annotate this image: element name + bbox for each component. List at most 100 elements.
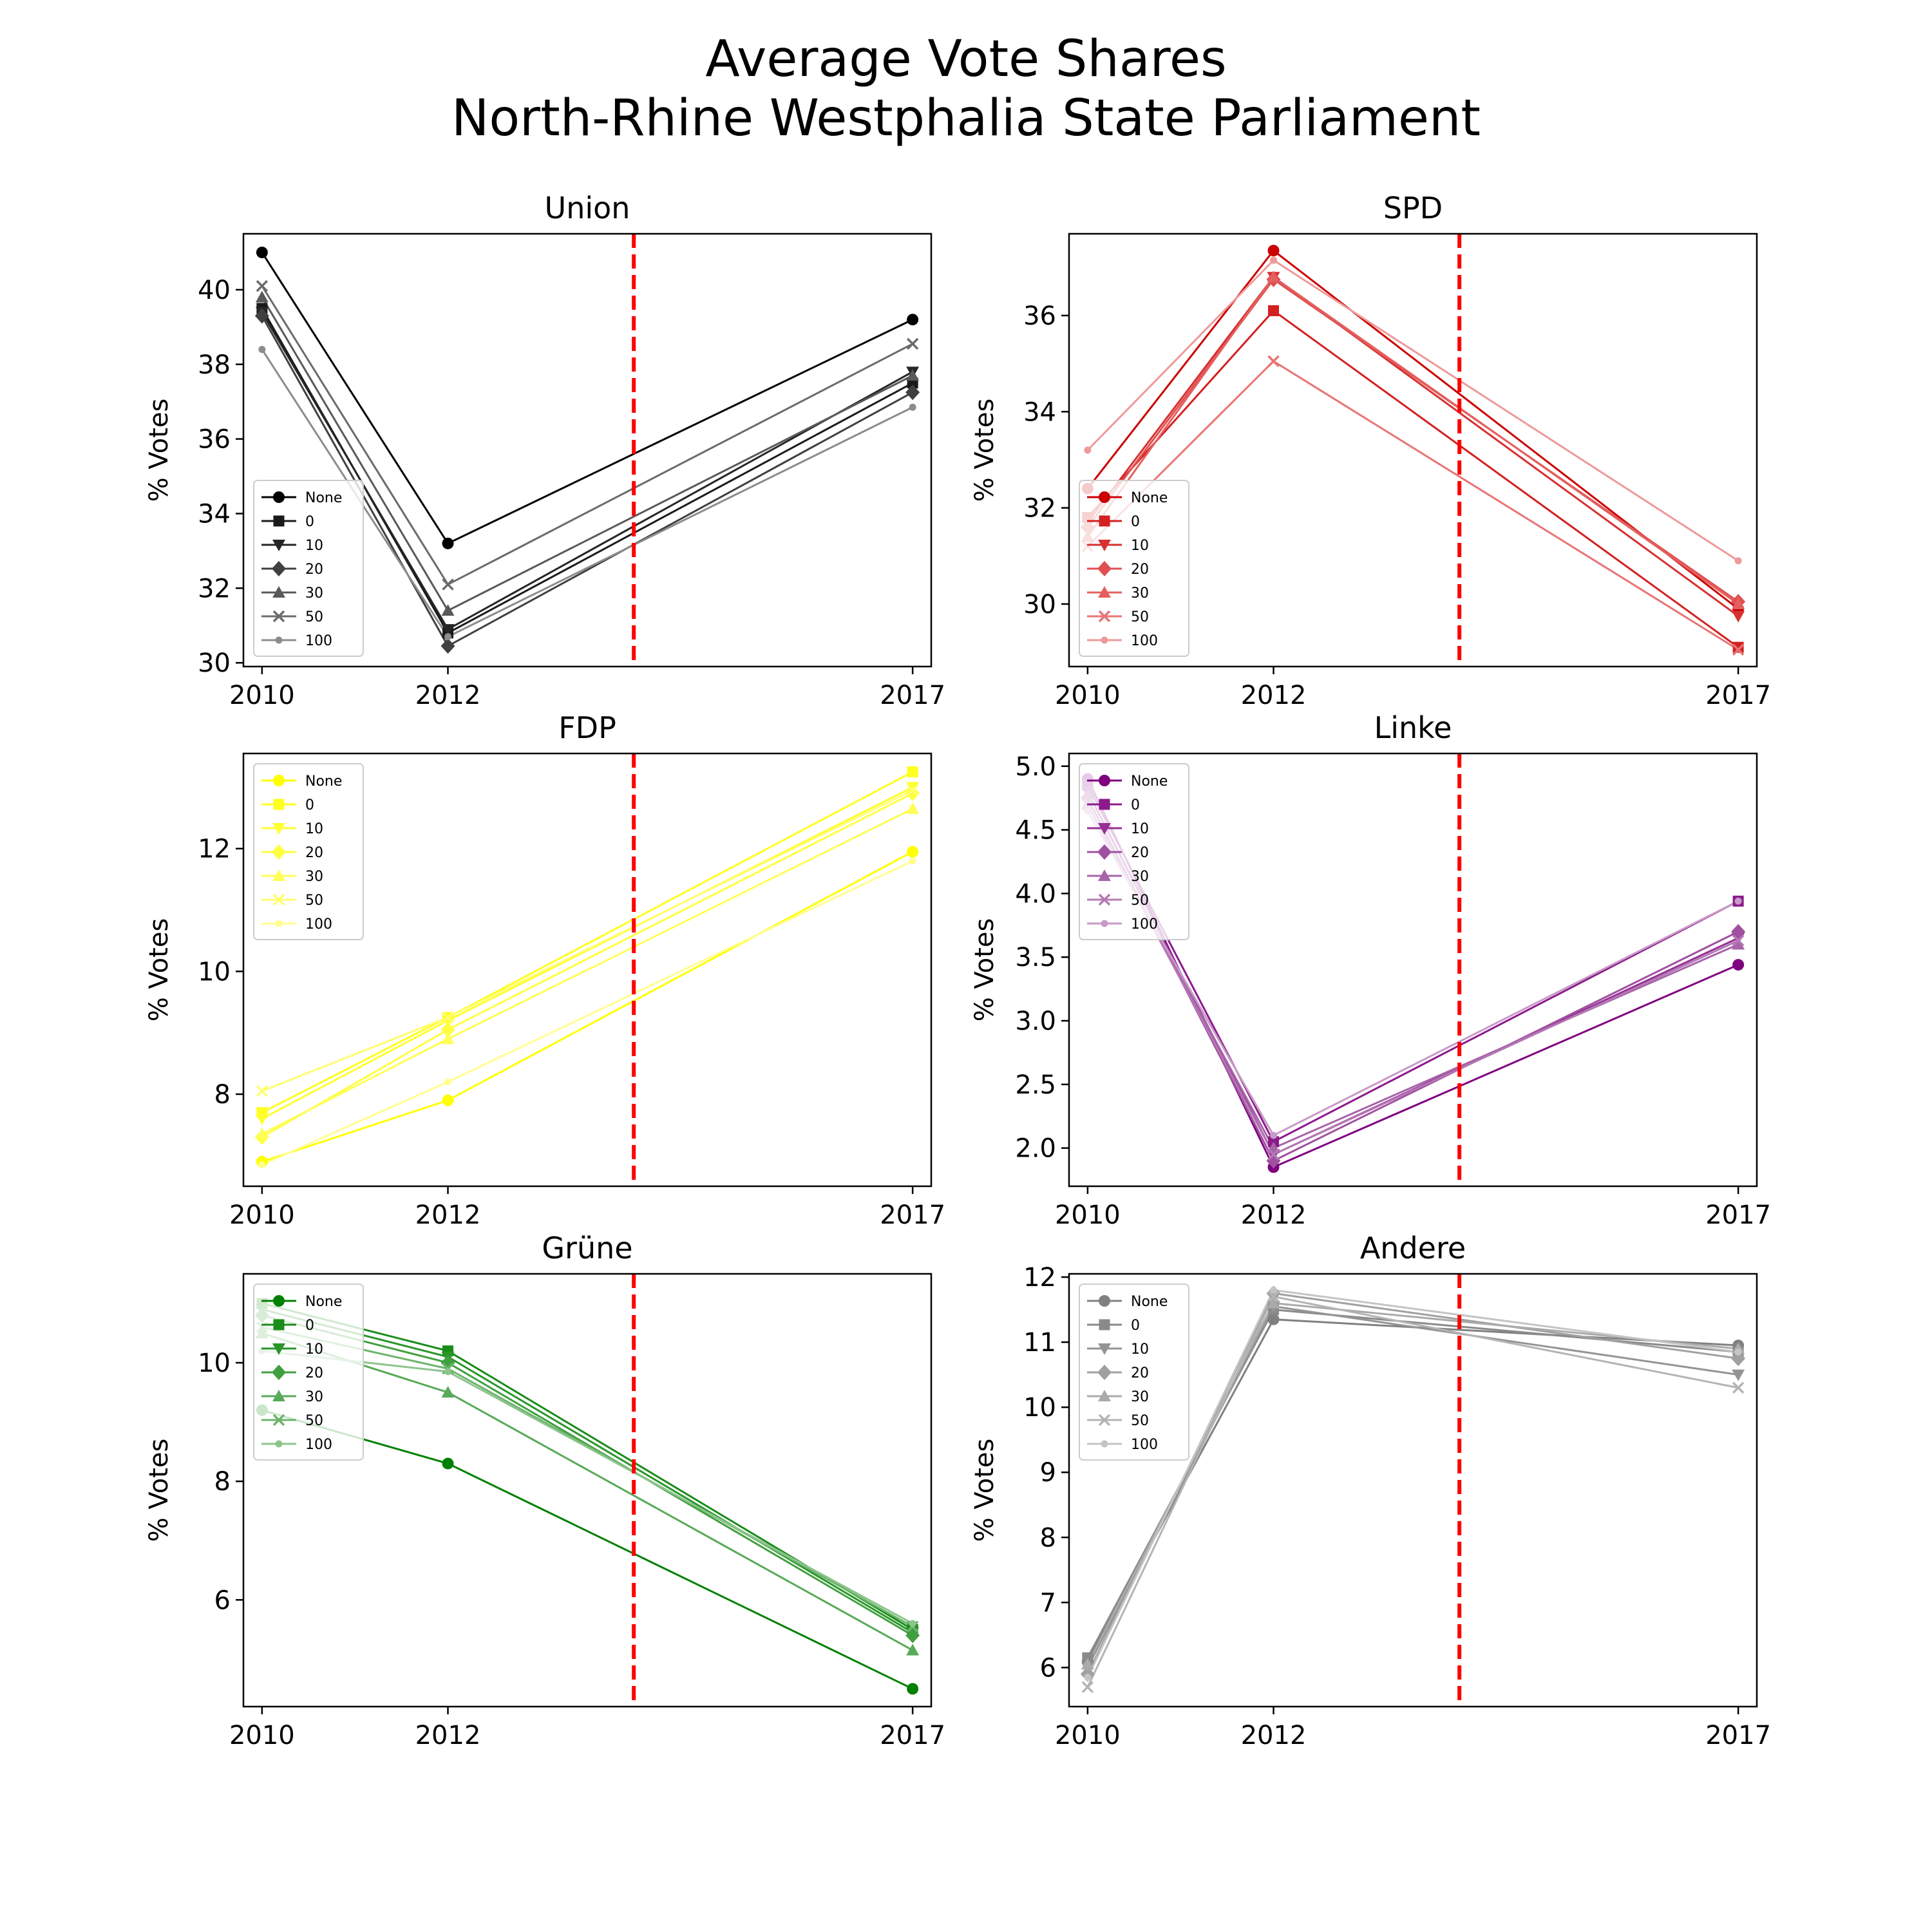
data-point-0 bbox=[1082, 1652, 1094, 1663]
legend-label: 100 bbox=[1131, 633, 1158, 649]
axes-frame bbox=[1068, 752, 1758, 1188]
data-point-100 bbox=[1734, 897, 1742, 905]
y-tick-label: 3.5 bbox=[1015, 943, 1056, 972]
data-point-30 bbox=[1732, 938, 1745, 950]
legend-label: 30 bbox=[305, 1389, 323, 1405]
y-tick-label: 9 bbox=[1040, 1458, 1056, 1488]
legend-label: 20 bbox=[305, 845, 323, 861]
axes-frame bbox=[242, 232, 933, 668]
legend-marker bbox=[272, 1390, 285, 1401]
data-point-none bbox=[442, 1457, 454, 1470]
legend-label: 50 bbox=[1131, 1413, 1149, 1429]
y-axis-label: % Votes bbox=[144, 1439, 174, 1542]
data-point-50 bbox=[1081, 1681, 1094, 1693]
data-point-30 bbox=[441, 1032, 455, 1045]
legend-marker bbox=[1098, 1390, 1111, 1401]
legend-marker bbox=[1099, 515, 1110, 527]
data-point-none bbox=[442, 1094, 454, 1106]
y-tick-label: 11 bbox=[1023, 1328, 1056, 1358]
legend-marker bbox=[1098, 1414, 1111, 1426]
legend-label: 0 bbox=[1131, 797, 1140, 813]
y-axis-label: % Votes bbox=[970, 1439, 999, 1542]
legend-label: 0 bbox=[1131, 514, 1140, 530]
legend-marker bbox=[275, 1440, 283, 1448]
data-point-100 bbox=[444, 1368, 452, 1376]
legend-label: 50 bbox=[1131, 609, 1149, 625]
legend-marker bbox=[272, 610, 285, 623]
data-point-50 bbox=[256, 279, 269, 292]
y-tick-label: 30 bbox=[1023, 590, 1056, 620]
legend-label: None bbox=[1131, 490, 1168, 506]
legend-marker bbox=[273, 491, 285, 503]
legend-label: None bbox=[305, 1294, 342, 1310]
legend-label: 30 bbox=[305, 585, 323, 601]
y-tick-label: 8 bbox=[1040, 1523, 1056, 1553]
data-point-30 bbox=[441, 1386, 455, 1398]
data-point-30 bbox=[906, 802, 920, 814]
y-tick-label: 12 bbox=[1023, 1263, 1056, 1293]
data-point-100 bbox=[909, 403, 916, 411]
legend-marker bbox=[1099, 1319, 1110, 1331]
data-point-100 bbox=[1270, 1132, 1278, 1139]
data-point-100 bbox=[1270, 1286, 1278, 1294]
legend: None 0 10 20 30 50 100 bbox=[253, 480, 364, 657]
legend-marker bbox=[272, 586, 285, 598]
data-point-50 bbox=[1732, 934, 1745, 947]
legend: None 0 10 20 30 50 100 bbox=[253, 1283, 364, 1461]
data-point-10 bbox=[1732, 611, 1745, 623]
x-tick-label: 2010 bbox=[1055, 681, 1121, 710]
data-point-30 bbox=[1267, 1296, 1280, 1309]
y-axis-label: % Votes bbox=[144, 399, 174, 502]
panel-title: Union bbox=[545, 191, 630, 225]
legend-label: None bbox=[1131, 773, 1168, 790]
data-point-30 bbox=[255, 290, 269, 303]
data-point-50 bbox=[1267, 1148, 1280, 1160]
legend-marker bbox=[1099, 1295, 1110, 1307]
legend-label: 20 bbox=[1131, 845, 1149, 861]
y-tick-label: 8 bbox=[214, 1467, 231, 1497]
data-point-0 bbox=[907, 766, 918, 778]
legend-marker bbox=[1097, 844, 1112, 860]
data-point-none bbox=[256, 246, 268, 258]
legend-label: 10 bbox=[1131, 538, 1149, 554]
data-point-100 bbox=[1084, 446, 1092, 454]
legend-label: 30 bbox=[305, 869, 323, 885]
data-point-100 bbox=[1270, 256, 1278, 264]
y-tick-label: 3.0 bbox=[1015, 1007, 1056, 1036]
x-tick-label: 2017 bbox=[880, 1200, 945, 1230]
legend-marker bbox=[1099, 775, 1110, 786]
data-point-100 bbox=[258, 1161, 266, 1169]
data-point-50 bbox=[442, 1011, 454, 1024]
legend-label: 100 bbox=[1131, 1437, 1158, 1453]
data-point-30 bbox=[1267, 270, 1280, 283]
data-point-30 bbox=[906, 369, 920, 381]
y-tick-label: 36 bbox=[1023, 301, 1056, 331]
legend-marker bbox=[272, 1414, 285, 1426]
legend-marker bbox=[1101, 920, 1108, 927]
legend-marker bbox=[272, 540, 285, 551]
legend-marker bbox=[1101, 1440, 1108, 1448]
y-tick-label: 8 bbox=[214, 1080, 231, 1110]
panel-title: FDP bbox=[558, 710, 616, 745]
x-tick-label: 2010 bbox=[1055, 1721, 1121, 1750]
y-tick-label: 30 bbox=[198, 649, 231, 678]
panel-fdp: FDP % Votes 8 10 12 2010 2012 2017 None 0 10 20 30 50… bbox=[144, 710, 945, 1230]
y-tick-label: 6 bbox=[214, 1586, 231, 1615]
data-point-30 bbox=[255, 1127, 269, 1139]
data-point-100 bbox=[909, 1620, 916, 1627]
axes-frame bbox=[1068, 1273, 1758, 1708]
data-point-20 bbox=[440, 1021, 455, 1037]
data-point-10 bbox=[441, 1015, 455, 1027]
legend-label: 30 bbox=[1131, 1389, 1149, 1405]
x-tick-label: 2012 bbox=[1241, 1721, 1307, 1750]
y-tick-label: 4.5 bbox=[1015, 816, 1056, 846]
data-point-20 bbox=[1731, 1350, 1746, 1367]
x-tick-label: 2010 bbox=[1055, 1200, 1121, 1230]
y-tick-label: 2.0 bbox=[1015, 1134, 1056, 1164]
legend-label: 0 bbox=[1131, 1318, 1140, 1334]
legend-label: 100 bbox=[305, 916, 332, 933]
x-tick-label: 2010 bbox=[229, 1721, 295, 1750]
data-point-50 bbox=[442, 578, 454, 591]
data-point-none bbox=[907, 1683, 919, 1695]
